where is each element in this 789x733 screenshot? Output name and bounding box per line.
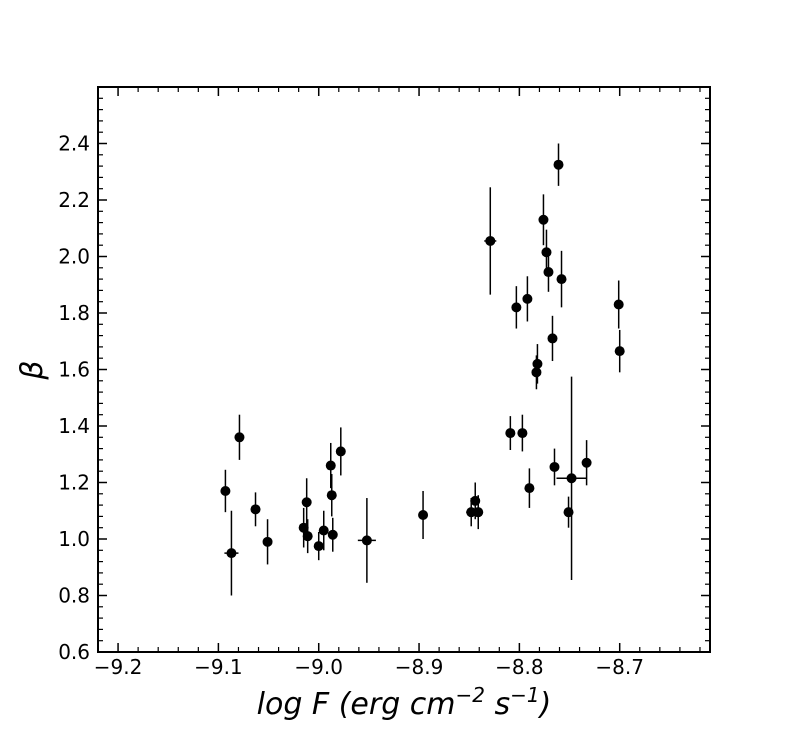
point-marker bbox=[511, 302, 522, 313]
x-axis-label-mid: s bbox=[485, 687, 510, 722]
point-marker bbox=[505, 428, 516, 439]
point-marker bbox=[234, 432, 245, 443]
point-marker bbox=[473, 507, 484, 518]
x-axis-label-exp2: −1 bbox=[510, 683, 539, 707]
y-tick-label: 1.6 bbox=[58, 358, 90, 382]
x-tick-label: −8.7 bbox=[595, 655, 644, 679]
y-tick-label: 1.2 bbox=[58, 471, 90, 495]
y-tick-label: 2.4 bbox=[58, 132, 90, 156]
data-point bbox=[556, 376, 587, 580]
data-point bbox=[613, 280, 624, 329]
data-point bbox=[532, 344, 543, 384]
point-marker bbox=[556, 274, 567, 285]
point-marker bbox=[538, 214, 549, 225]
data-point bbox=[581, 440, 592, 486]
data-point bbox=[614, 329, 625, 373]
y-tick-label: 2.2 bbox=[58, 188, 90, 212]
data-point bbox=[543, 252, 554, 292]
data-point bbox=[522, 276, 533, 322]
y-tick-label: 1.0 bbox=[58, 527, 90, 551]
point-marker bbox=[301, 497, 312, 508]
data-point bbox=[357, 498, 376, 583]
data-point bbox=[224, 510, 239, 596]
point-marker bbox=[543, 267, 554, 278]
data-point bbox=[313, 531, 324, 561]
point-marker bbox=[547, 333, 558, 344]
point-marker bbox=[220, 485, 231, 496]
point-marker bbox=[553, 159, 564, 170]
y-axis-label: β bbox=[15, 360, 50, 380]
point-marker bbox=[566, 473, 577, 484]
data-point bbox=[473, 495, 484, 530]
point-marker bbox=[613, 299, 624, 310]
data-point bbox=[556, 250, 567, 308]
point-marker bbox=[522, 293, 533, 304]
data-point bbox=[547, 315, 558, 362]
point-marker bbox=[250, 504, 261, 515]
point-marker bbox=[361, 535, 372, 546]
y-tick-label: 0.6 bbox=[58, 640, 90, 664]
point-marker bbox=[532, 358, 543, 369]
data-point bbox=[262, 519, 273, 565]
x-axis-label: log F (erg cm−2 s−1) bbox=[257, 683, 552, 722]
x-axis-label-main: log F (erg cm bbox=[257, 687, 456, 722]
data-point bbox=[549, 448, 560, 486]
data-point bbox=[301, 478, 312, 527]
plot-frame bbox=[97, 86, 711, 653]
point-marker bbox=[327, 529, 338, 540]
axis-tick-labels: −9.2 −9.1 −9.0 −8.9 −8.8 −8.7 0.6 0.8 1.0 1.2 1.4 1… bbox=[58, 132, 644, 680]
data-point bbox=[250, 492, 261, 527]
data-point bbox=[553, 143, 564, 186]
data-point bbox=[302, 519, 313, 554]
data-point bbox=[511, 286, 522, 329]
point-marker bbox=[485, 235, 496, 246]
point-marker bbox=[614, 346, 625, 357]
y-tick-label: 0.8 bbox=[58, 584, 90, 608]
data-point bbox=[538, 194, 549, 246]
data-points bbox=[220, 143, 625, 596]
y-tick-label: 1.8 bbox=[58, 301, 90, 325]
point-marker bbox=[262, 536, 273, 547]
point-marker bbox=[318, 525, 329, 536]
data-point bbox=[325, 442, 336, 489]
data-point bbox=[484, 187, 497, 295]
data-point bbox=[524, 468, 535, 508]
point-marker bbox=[313, 541, 324, 552]
y-tick-label: 2.0 bbox=[58, 245, 90, 269]
data-point bbox=[335, 427, 346, 476]
data-point bbox=[418, 490, 429, 539]
point-marker bbox=[524, 483, 535, 494]
x-axis-label-end: ) bbox=[538, 687, 552, 722]
data-point bbox=[505, 416, 516, 451]
point-marker bbox=[325, 460, 336, 471]
data-point bbox=[327, 517, 338, 552]
axis-ticks bbox=[97, 87, 710, 653]
point-marker bbox=[226, 548, 237, 559]
x-tick-label: −9.0 bbox=[294, 655, 343, 679]
point-marker bbox=[418, 509, 429, 520]
x-tick-label: −9.1 bbox=[194, 655, 243, 679]
point-marker bbox=[335, 446, 346, 457]
data-point bbox=[234, 414, 245, 460]
x-tick-label: −8.9 bbox=[395, 655, 444, 679]
y-tick-label: 1.4 bbox=[58, 414, 90, 438]
data-point bbox=[220, 469, 231, 513]
x-tick-label: −9.2 bbox=[94, 655, 143, 679]
point-marker bbox=[541, 247, 552, 258]
point-marker bbox=[517, 428, 528, 439]
data-point bbox=[326, 474, 337, 517]
point-marker bbox=[549, 461, 560, 472]
x-tick-label: −8.8 bbox=[495, 655, 544, 679]
point-marker bbox=[302, 531, 313, 542]
point-marker bbox=[531, 367, 542, 378]
point-marker bbox=[581, 457, 592, 468]
data-point bbox=[517, 414, 528, 452]
x-axis-label-exp1: −2 bbox=[456, 683, 485, 707]
data-point bbox=[318, 510, 329, 551]
point-marker bbox=[326, 490, 337, 501]
point-marker bbox=[466, 507, 477, 518]
